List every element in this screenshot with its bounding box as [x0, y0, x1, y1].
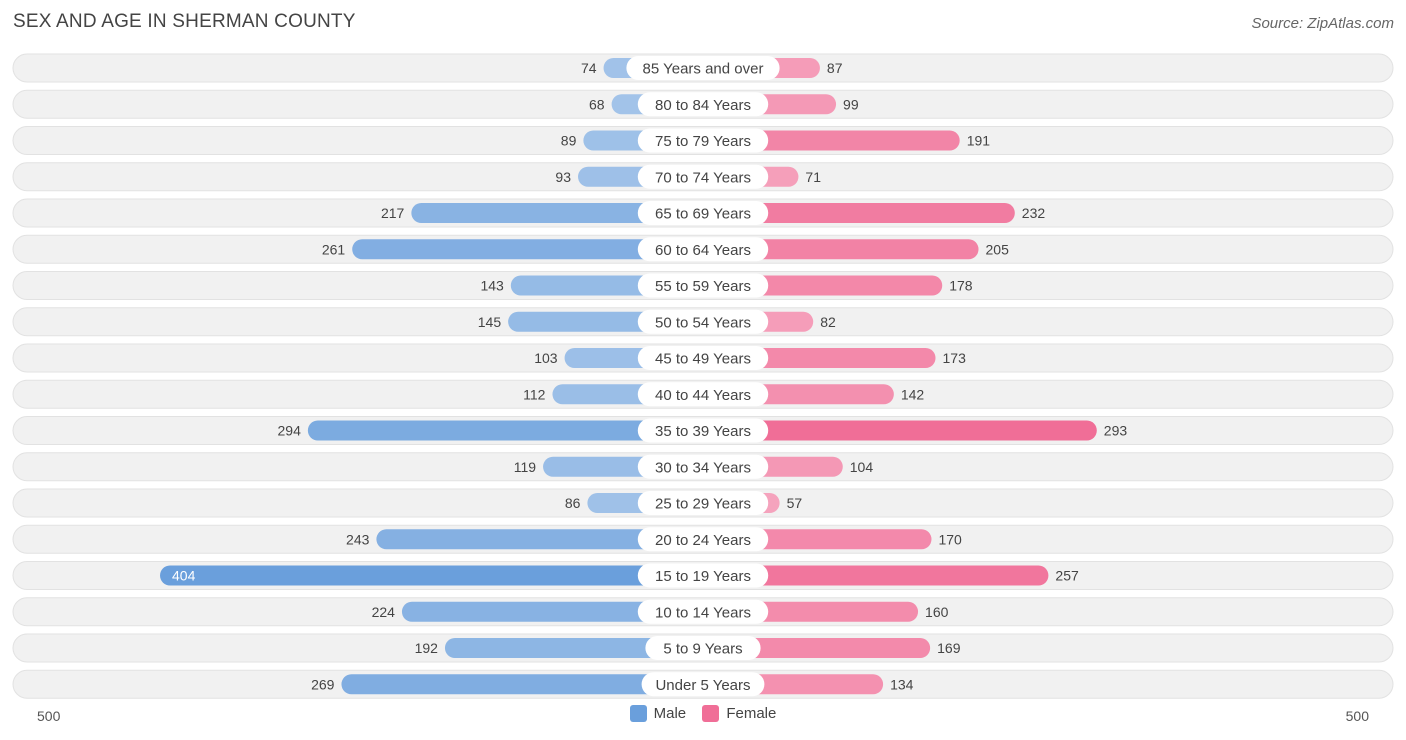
bar-female — [703, 565, 1049, 586]
value-label-male: 145 — [478, 314, 502, 330]
chart-title: SEX AND AGE IN SHERMAN COUNTY — [13, 11, 356, 32]
bar-female — [703, 638, 931, 658]
category-label-bg — [637, 309, 769, 334]
value-label-female: 134 — [890, 676, 914, 692]
category-label: 55 to 59 Years — [655, 278, 751, 295]
value-label-male: 294 — [278, 423, 302, 439]
category-label-bg — [637, 382, 769, 407]
category-label: 80 to 84 Years — [655, 97, 751, 114]
bar-male — [307, 420, 703, 441]
legend-swatch-male — [629, 705, 647, 722]
bar-female — [703, 239, 979, 260]
value-label-female: 293 — [1104, 423, 1128, 439]
bar-male — [341, 674, 703, 695]
category-label-bg — [637, 128, 769, 153]
category-label-bg — [637, 418, 769, 443]
value-label-female: 232 — [1022, 205, 1046, 221]
category-label-bg — [637, 273, 769, 298]
category-label-bg — [626, 56, 780, 80]
bar-male — [352, 239, 703, 260]
value-label-female: 191 — [967, 133, 991, 149]
value-label-male: 224 — [372, 604, 396, 620]
value-label-male: 103 — [534, 350, 558, 366]
value-label-female: 169 — [937, 640, 961, 656]
value-label-female: 170 — [938, 531, 962, 547]
category-label: 30 to 34 Years — [655, 459, 751, 476]
value-label-male: 217 — [381, 205, 405, 221]
category-label: 50 to 54 Years — [655, 314, 751, 331]
value-label-male: 119 — [514, 459, 537, 475]
category-label-bg — [637, 237, 769, 262]
value-label-female: 99 — [843, 96, 859, 112]
bar-male — [411, 203, 703, 223]
category-label-bg — [637, 92, 769, 117]
category-label-bg — [641, 672, 765, 697]
bar-female — [703, 420, 1097, 441]
bar-female — [703, 130, 960, 151]
legend-label-female: Female — [726, 705, 777, 722]
value-label-male: 86 — [565, 495, 581, 511]
bar-male — [444, 638, 703, 658]
value-label-female: 257 — [1055, 568, 1079, 584]
category-label-bg — [637, 527, 769, 552]
category-label: 40 to 44 Years — [655, 387, 751, 404]
value-label-female: 142 — [901, 386, 925, 402]
category-label: 5 to 9 Years — [663, 641, 742, 658]
axis-label-right: 500 — [1346, 708, 1370, 724]
bar-male — [376, 529, 703, 550]
value-label-female: 173 — [943, 350, 967, 366]
category-label: 85 Years and over — [643, 61, 764, 78]
value-label-male: 74 — [581, 60, 597, 76]
axis-label-left: 500 — [37, 708, 61, 724]
value-label-female: 82 — [820, 314, 836, 330]
value-label-male: 269 — [311, 676, 335, 692]
value-label-male: 89 — [561, 133, 577, 149]
value-label-female: 160 — [925, 604, 949, 620]
legend-item-male[interactable]: Male — [629, 705, 687, 722]
bar-male — [160, 565, 704, 586]
value-label-female: 205 — [986, 241, 1010, 257]
category-label: Under 5 Years — [655, 677, 750, 694]
value-label-male: 93 — [555, 169, 571, 185]
category-label: 70 to 74 Years — [655, 169, 751, 186]
category-label: 35 to 39 Years — [655, 423, 751, 440]
value-label-female: 87 — [827, 60, 843, 76]
category-label: 10 to 14 Years — [655, 604, 751, 621]
value-label-male: 261 — [322, 241, 346, 257]
legend-item-female[interactable]: Female — [702, 705, 776, 722]
chart-legend: Male Female — [0, 705, 1406, 726]
category-label-bg — [645, 636, 761, 660]
value-label-male: 192 — [415, 640, 439, 656]
category-label: 75 to 79 Years — [655, 133, 751, 150]
value-label-male: 112 — [523, 386, 546, 402]
category-label: 15 to 19 Years — [655, 568, 751, 585]
category-label-bg — [637, 599, 769, 624]
legend-swatch-female — [702, 705, 720, 722]
category-label-bg — [637, 454, 769, 479]
category-label-bg — [637, 491, 769, 515]
value-label-female: 178 — [949, 278, 973, 294]
category-label-bg — [637, 201, 769, 225]
category-label-bg — [637, 563, 769, 588]
category-label-bg — [637, 346, 769, 370]
category-label: 25 to 29 Years — [655, 496, 751, 513]
category-label-bg — [637, 164, 769, 189]
value-label-male: 404 — [172, 568, 196, 584]
value-label-female: 71 — [805, 169, 821, 185]
value-label-female: 57 — [787, 495, 803, 511]
bar-female — [703, 203, 1015, 223]
category-label: 45 to 49 Years — [655, 351, 751, 368]
category-label: 60 to 64 Years — [655, 242, 751, 259]
value-label-female: 104 — [850, 459, 874, 475]
chart-source: Source: ZipAtlas.com — [1251, 15, 1394, 32]
value-label-male: 243 — [346, 531, 370, 547]
value-label-male: 143 — [480, 278, 504, 294]
category-label: 65 to 69 Years — [655, 206, 751, 223]
legend-label-male: Male — [653, 705, 687, 722]
value-label-male: 68 — [589, 96, 605, 112]
bar-male — [401, 601, 703, 622]
category-label: 20 to 24 Years — [655, 532, 751, 549]
